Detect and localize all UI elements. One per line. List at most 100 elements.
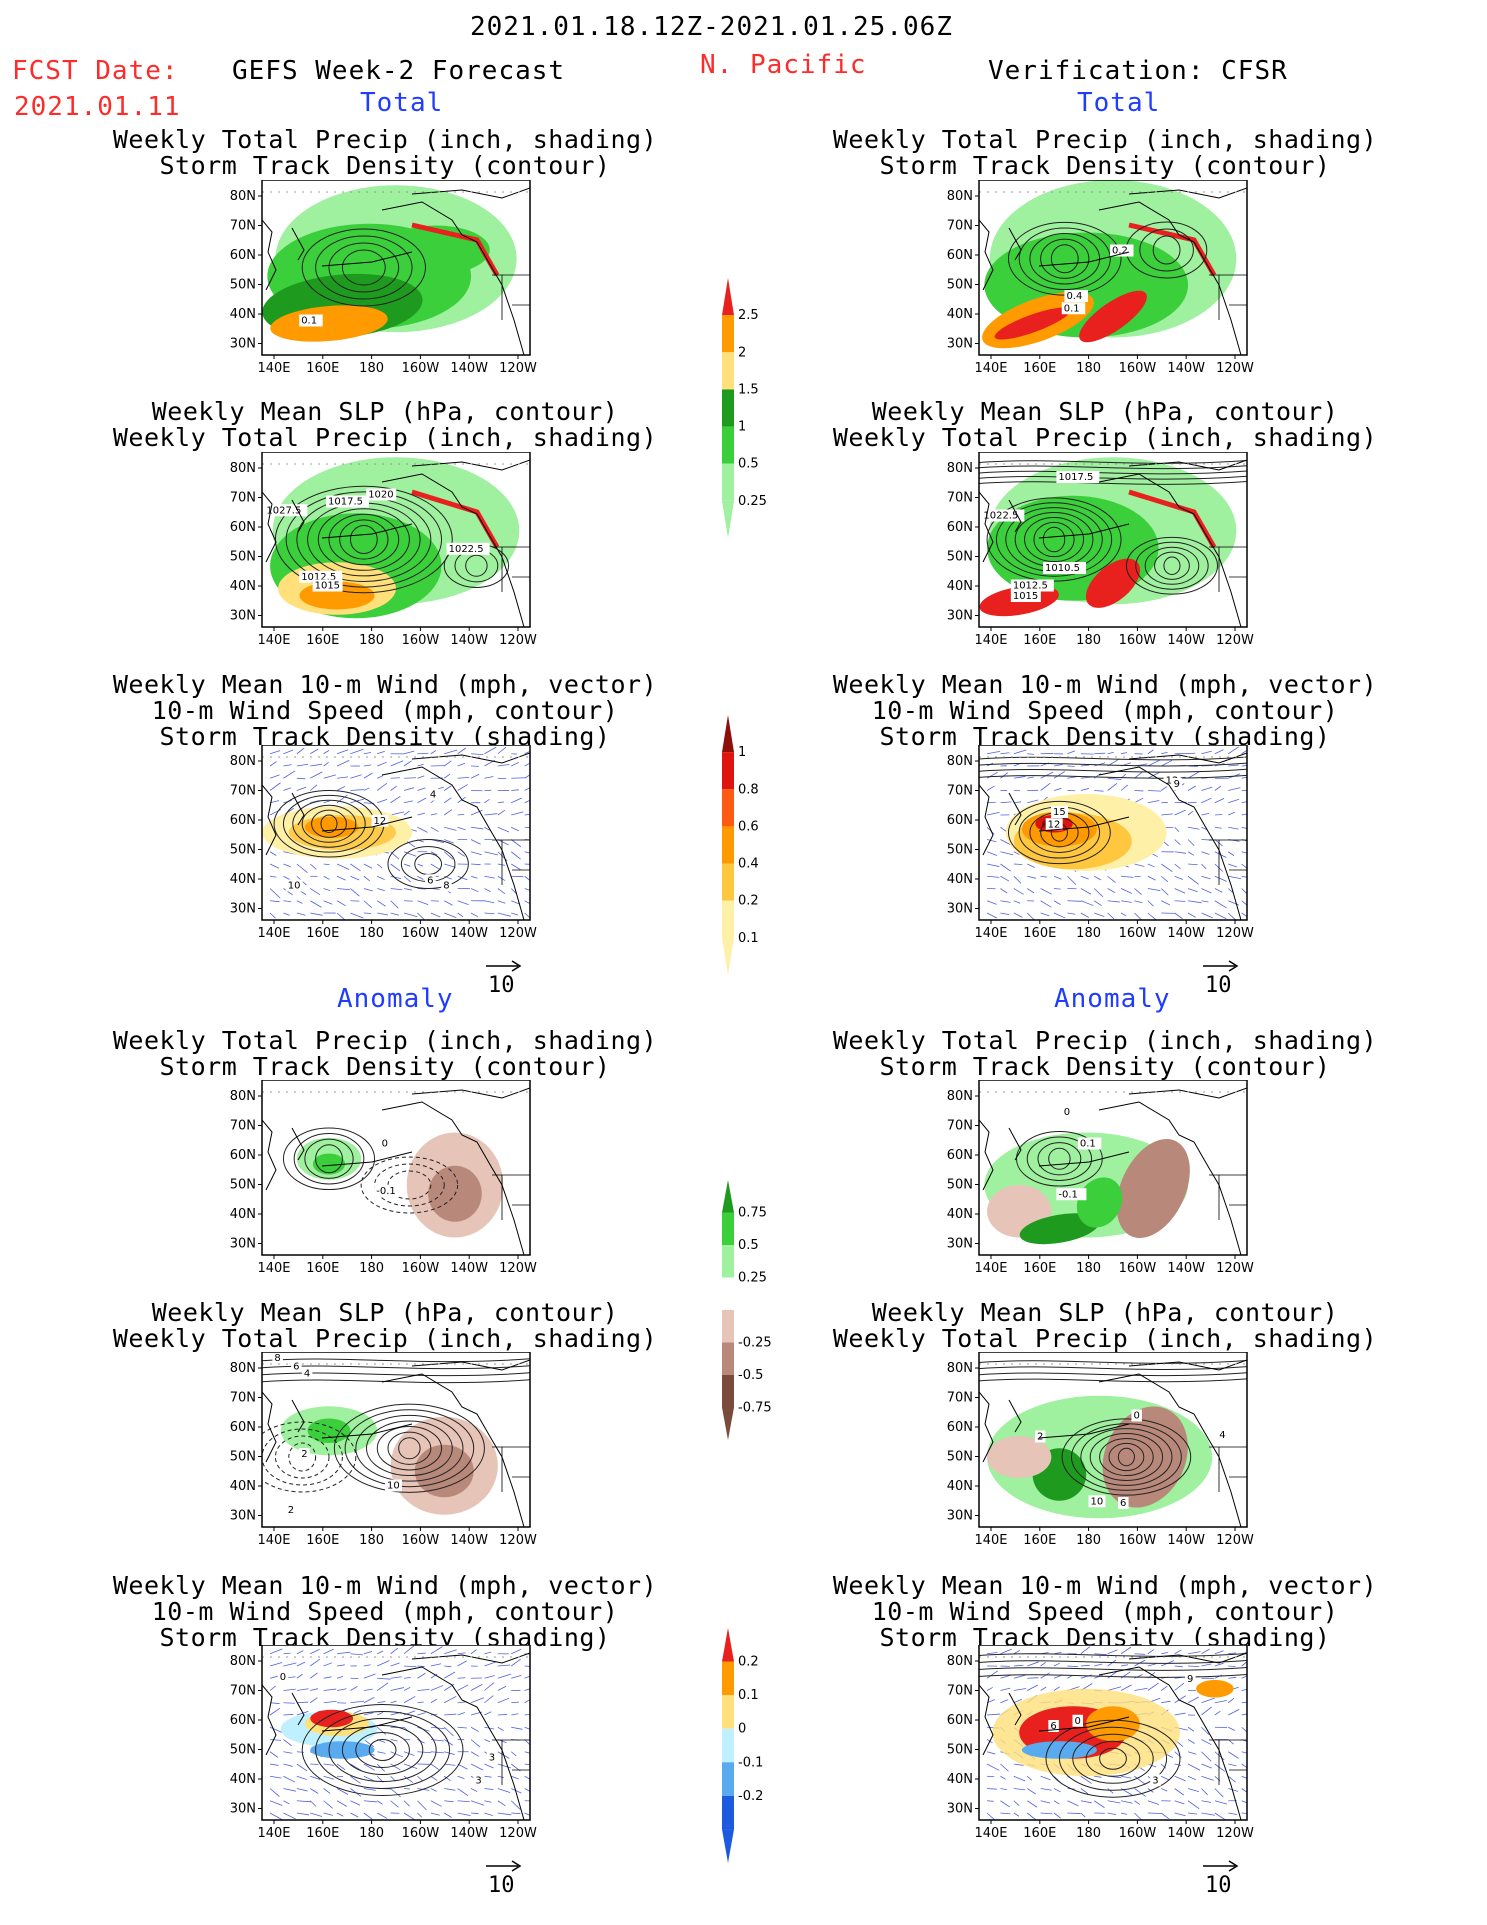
wind-vector: [1147, 900, 1154, 907]
wind-vector: [511, 1658, 521, 1667]
contour-line: [368, 1739, 397, 1761]
wind-vector: [1174, 1649, 1182, 1655]
wind-vector: [363, 1800, 377, 1803]
wind-vector: [403, 888, 412, 891]
wind-vector: [1107, 1812, 1117, 1815]
wind-vector: [484, 746, 497, 755]
wind-vector: [484, 912, 495, 915]
wind-vector: [497, 801, 504, 804]
wind-vector: [444, 1812, 452, 1818]
contour-label-bg: [1131, 1409, 1142, 1422]
wind-vector: [269, 851, 277, 856]
lon-tick-label: 160E: [1023, 1533, 1056, 1548]
lat-tick-label: 60N: [230, 1420, 256, 1435]
wind-vector: [404, 1788, 411, 1790]
wind-vector: [283, 749, 294, 755]
contour-line: [366, 1420, 453, 1477]
wind-vector: [417, 787, 426, 791]
wind-vector: [1013, 749, 1027, 755]
map-content: 8 64 2 2 10: [262, 1352, 530, 1527]
colorbar-segment: [722, 789, 734, 827]
wind-vector: [323, 774, 336, 779]
wind-vector: [403, 1763, 418, 1769]
wind-vector: [1040, 875, 1048, 878]
contour-label: 0: [1133, 1411, 1139, 1422]
lon-tick-label: 160W: [1119, 1261, 1157, 1276]
wind-vector: [390, 1751, 404, 1758]
wind-vector: [1027, 753, 1035, 755]
wind-vector: [1120, 900, 1132, 903]
map-content: 12 10 6 8 4: [262, 746, 530, 920]
wind-vector: [1161, 752, 1168, 755]
wind-vector: [1174, 1788, 1185, 1796]
wind-vector: [1000, 1687, 1011, 1691]
wind-vector: [1228, 1652, 1237, 1655]
lat-tick-label: 50N: [230, 1743, 256, 1758]
wind-vector: [417, 775, 425, 779]
wind-vector: [430, 912, 441, 918]
lon-tick-label: 160W: [402, 1826, 440, 1841]
wind-vector: [511, 900, 521, 905]
contour-label: 6: [427, 875, 433, 886]
coastline: [979, 784, 994, 856]
wind-vector: [1161, 760, 1173, 767]
wind-vector: [363, 863, 373, 869]
wind-vector: [1241, 749, 1247, 755]
contour-line: [315, 235, 413, 300]
wind-vector: [1134, 771, 1144, 779]
wind-vector: [1147, 875, 1156, 881]
wind-vector: [484, 1711, 492, 1716]
contour-label: 9: [1174, 779, 1180, 790]
wind-vector: [1000, 752, 1010, 755]
wind-vector: [323, 863, 330, 866]
wind-vector: [404, 1665, 417, 1668]
wind-vector: [417, 812, 426, 816]
wind-vector: [1147, 759, 1160, 767]
vector-ref-value: 10: [1205, 973, 1232, 998]
wind-vector: [986, 1670, 999, 1679]
wind-vector: [497, 863, 506, 866]
contour-line: [387, 1170, 432, 1200]
shading-blob: [1086, 1706, 1140, 1742]
wind-vector: [336, 900, 346, 907]
contour-line: [1018, 227, 1111, 291]
wind-vector: [1187, 771, 1200, 779]
wind-vector: [457, 1775, 465, 1780]
wind-vector: [336, 1675, 344, 1679]
wind-vector: [1147, 749, 1154, 755]
lon-tick-label: 180: [359, 1533, 384, 1548]
lon-tick-label: 160W: [402, 926, 440, 941]
wind-vector: [1107, 1800, 1121, 1804]
contour-line: [979, 774, 1247, 779]
lon-tick-label: 160E: [306, 1261, 339, 1276]
wind-vector: [1228, 1665, 1236, 1667]
wind-vector: [1214, 900, 1227, 909]
wind-vector: [417, 1688, 430, 1691]
wind-vector: [1187, 810, 1194, 816]
colorbar-label: 2.5: [738, 308, 759, 323]
wind-vector: [1094, 1800, 1105, 1808]
lon-tick-label: 160E: [1023, 633, 1056, 648]
wind-vector: [417, 826, 428, 833]
contour-line: [328, 242, 400, 293]
wind-vector: [497, 1697, 510, 1704]
colorbar-segment: [722, 752, 734, 790]
wind-vector: [350, 1700, 365, 1704]
contour-label-bg: [1056, 471, 1100, 483]
contour-label: 1015: [315, 581, 340, 592]
contour-line: [304, 1138, 354, 1179]
border-line: [492, 274, 530, 320]
wind-vector: [1201, 1706, 1213, 1716]
wind-vector: [377, 761, 387, 767]
contour-label-bg: [1061, 1106, 1073, 1118]
wind-vector: [1174, 912, 1183, 920]
wind-vector: [296, 1661, 306, 1667]
wind-vector: [511, 1812, 521, 1815]
coastline: [381, 201, 525, 355]
contour-label: 1017.5: [1058, 472, 1093, 483]
lat-tick-label: 40N: [947, 307, 973, 322]
wind-vector: [444, 785, 452, 791]
lon-tick-label: 120W: [1216, 361, 1254, 376]
wind-vector: [310, 1812, 323, 1817]
